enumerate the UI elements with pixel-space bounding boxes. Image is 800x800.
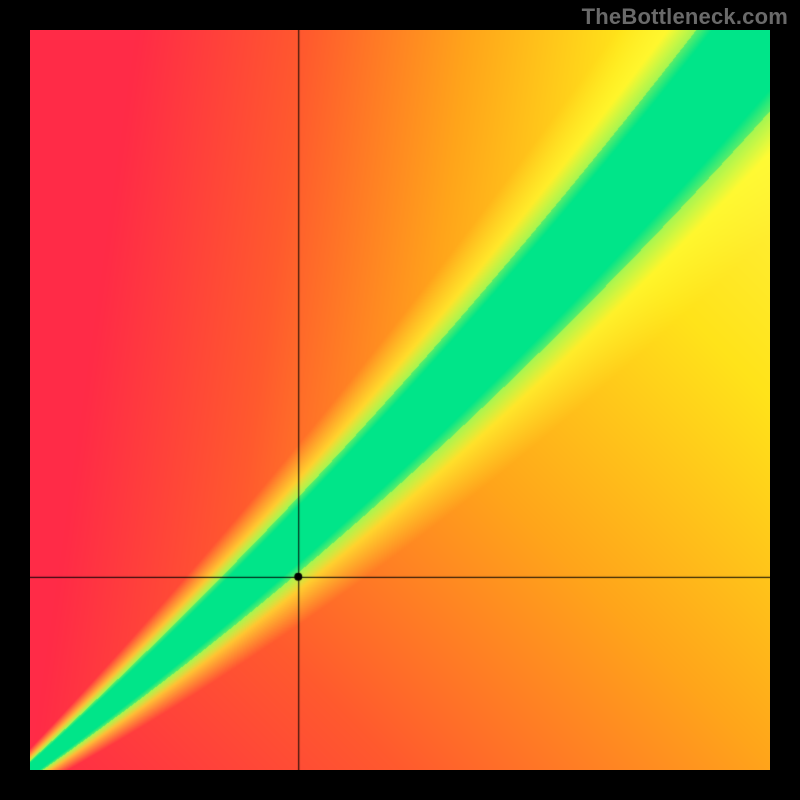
watermark-text: TheBottleneck.com [582, 4, 788, 30]
bottleneck-heatmap [30, 30, 770, 770]
